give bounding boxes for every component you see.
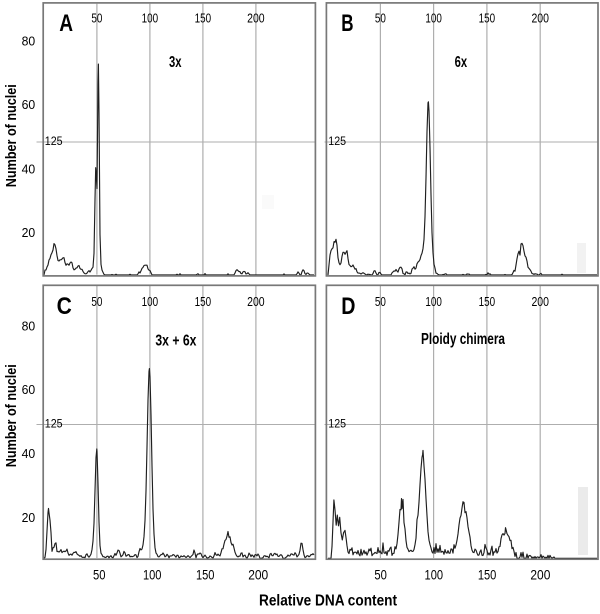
svg-text:125: 125 (328, 136, 346, 148)
svg-text:200: 200 (247, 295, 265, 309)
svg-text:Number of nuclei: Number of nuclei (4, 364, 20, 467)
svg-text:150: 150 (195, 295, 212, 309)
svg-text:100: 100 (142, 12, 159, 26)
svg-text:150: 150 (479, 295, 496, 309)
svg-text:C: C (57, 293, 72, 320)
svg-text:40: 40 (22, 446, 36, 461)
svg-text:A: A (59, 10, 73, 37)
svg-text:3x + 6x: 3x + 6x (155, 332, 196, 349)
svg-text:200: 200 (248, 566, 268, 582)
svg-text:Number of nuclei: Number of nuclei (4, 84, 20, 187)
svg-text:B: B (341, 10, 353, 37)
svg-text:20: 20 (22, 510, 36, 525)
svg-text:100: 100 (142, 295, 159, 309)
svg-text:Ploidy chimera: Ploidy chimera (421, 331, 505, 348)
svg-text:150: 150 (478, 566, 497, 582)
svg-text:40: 40 (22, 161, 36, 176)
svg-text:D: D (341, 293, 355, 320)
svg-text:100: 100 (425, 295, 442, 309)
svg-text:150: 150 (195, 12, 212, 26)
svg-text:50: 50 (374, 566, 387, 582)
svg-text:200: 200 (531, 12, 549, 26)
svg-text:100: 100 (143, 566, 162, 582)
svg-text:50: 50 (93, 566, 106, 582)
svg-text:60: 60 (22, 382, 36, 397)
svg-text:125: 125 (45, 136, 63, 148)
svg-text:200: 200 (530, 566, 550, 582)
svg-text:125: 125 (45, 418, 63, 430)
svg-text:60: 60 (22, 97, 36, 112)
svg-text:100: 100 (425, 566, 444, 582)
svg-text:50: 50 (375, 12, 386, 26)
svg-text:125: 125 (328, 418, 346, 430)
svg-text:Relative DNA content: Relative DNA content (259, 592, 398, 609)
svg-text:50: 50 (375, 295, 386, 309)
svg-text:50: 50 (91, 295, 102, 309)
svg-text:200: 200 (531, 295, 549, 309)
svg-text:150: 150 (196, 566, 215, 582)
svg-text:150: 150 (479, 12, 496, 26)
svg-text:200: 200 (247, 12, 265, 26)
svg-text:3x: 3x (169, 54, 182, 71)
svg-text:6x: 6x (455, 54, 468, 71)
svg-text:100: 100 (425, 12, 442, 26)
svg-text:80: 80 (22, 33, 36, 48)
svg-text:20: 20 (22, 225, 36, 240)
svg-text:80: 80 (22, 318, 36, 333)
svg-text:50: 50 (91, 12, 102, 26)
